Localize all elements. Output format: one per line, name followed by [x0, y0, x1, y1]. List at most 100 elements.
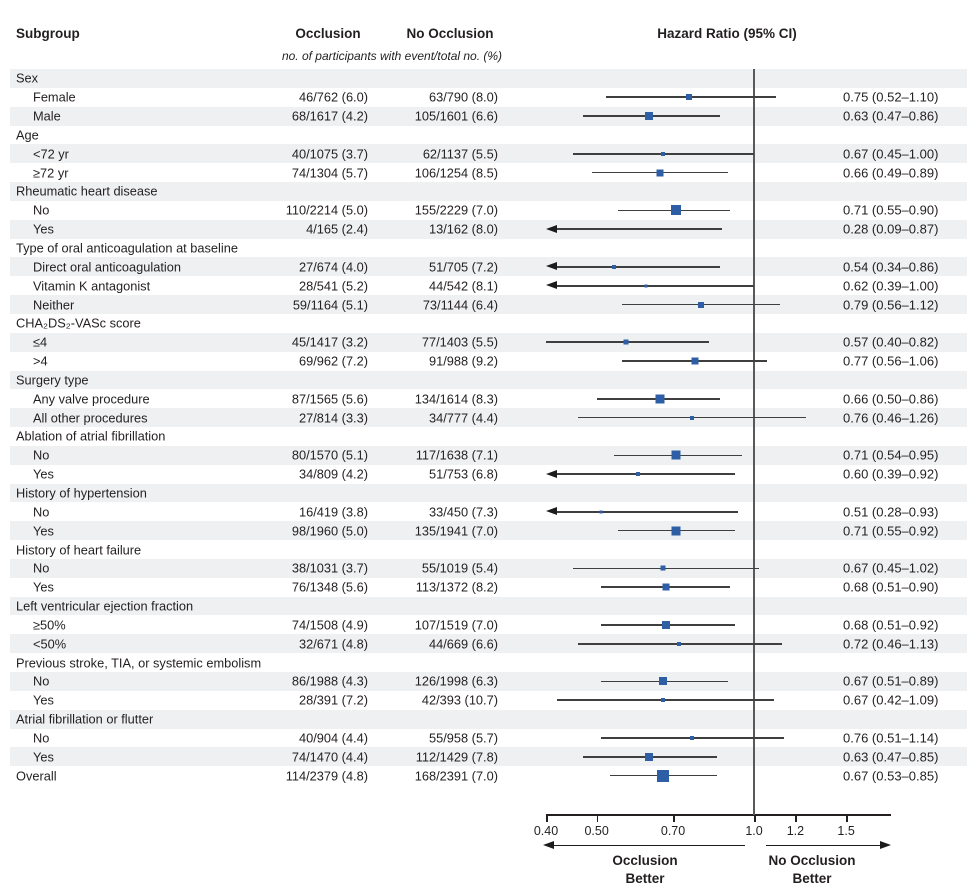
ci-plot	[546, 559, 890, 578]
occlusion-value: 46/762 (6.0)	[298, 89, 368, 105]
table-row: No 80/1570 (5.1) 117/1638 (7.1) 0.71 (0.…	[0, 445, 977, 465]
table-row: Atrial fibrillation or flutter	[0, 709, 977, 729]
axis-tick	[795, 814, 797, 822]
subgroup-label: History of heart failure	[16, 542, 142, 558]
occlusion-value: 27/814 (3.3)	[298, 410, 368, 426]
row-stripe	[10, 69, 967, 88]
no-occlusion-value: 44/542 (8.1)	[428, 278, 498, 294]
ci-plot	[546, 747, 890, 766]
row-stripe	[10, 672, 967, 691]
table-row: CHA₂DS₂-VASc score	[0, 314, 977, 333]
hazard-ratio-marker	[691, 357, 699, 365]
no-occlusion-value: 106/1254 (8.5)	[414, 165, 498, 181]
table-row: Yes 28/391 (7.2) 42/393 (10.7) 0.67 (0.4…	[0, 691, 977, 710]
axis-tick	[754, 814, 756, 822]
ci-plot	[546, 389, 890, 408]
ci-plot	[546, 220, 890, 239]
axis-tick-label: 1.5	[837, 824, 855, 838]
no-occlusion-value: 13/162 (8.0)	[428, 221, 498, 237]
no-occlusion-value: 113/1372 (8.2)	[415, 579, 498, 595]
subgroup-label: Atrial fibrillation or flutter	[16, 711, 154, 727]
row-stripe	[10, 332, 967, 352]
occlusion-value: 59/1164 (5.1)	[292, 297, 368, 313]
hazard-ratio-value: 0.28 (0.09–0.87)	[843, 221, 939, 237]
subgroup-label: Type of oral anticoagulation at baseline	[16, 240, 238, 256]
hazard-ratio-marker	[671, 526, 681, 536]
ci-plot	[546, 766, 890, 785]
column-header-hazard-ratio: Hazard Ratio (95% CI)	[657, 26, 797, 41]
column-subheader-participants: no. of participants with event/total no.…	[281, 49, 503, 63]
hazard-ratio-value: 0.63 (0.47–0.86)	[843, 108, 939, 124]
ci-plot	[546, 653, 890, 672]
no-occlusion-value: 91/988 (9.2)	[428, 353, 498, 369]
table-row: Age	[0, 126, 977, 145]
no-occlusion-value: 51/705 (7.2)	[428, 259, 498, 275]
ci-truncation-arrow-icon	[546, 281, 557, 290]
ci-truncation-arrow-icon	[546, 507, 557, 516]
occlusion-value: 45/1417 (3.2)	[291, 334, 368, 350]
subgroup-label: Left ventricular ejection fraction	[16, 598, 194, 614]
ci-truncation-arrow-icon	[546, 469, 557, 478]
axis-tick	[596, 814, 599, 822]
hazard-ratio-marker	[636, 472, 641, 477]
no-occlusion-value: 77/1403 (5.5)	[421, 334, 498, 350]
table-row: Any valve procedure 87/1565 (5.6) 134/16…	[0, 389, 977, 408]
no-occlusion-value: 73/1144 (6.4)	[422, 297, 498, 313]
subgroup-label: Yes	[33, 749, 54, 765]
table-row: Neither 59/1164 (5.1) 73/1144 (6.4) 0.79…	[0, 295, 977, 314]
no-occlusion-value: 105/1601 (6.6)	[414, 108, 498, 124]
hazard-ratio-marker	[656, 169, 664, 177]
ci-plot	[546, 578, 890, 597]
row-stripe	[10, 521, 967, 541]
table-row: Male 68/1617 (4.2) 105/1601 (6.6) 0.63 (…	[0, 106, 977, 126]
hazard-ratio-value: 0.67 (0.53–0.85)	[843, 768, 939, 784]
hazard-ratio-value: 0.77 (0.56–1.06)	[843, 353, 939, 369]
subgroup-label: Rheumatic heart disease	[16, 183, 158, 199]
occlusion-value: 38/1031 (3.7)	[291, 560, 368, 576]
occlusion-value: 28/541 (5.2)	[298, 278, 368, 294]
subgroup-label: CHA₂DS₂-VASc score	[16, 315, 141, 331]
ci-plot	[546, 540, 890, 559]
axis-tick-label: 0.50	[584, 824, 609, 838]
hazard-ratio-marker	[671, 450, 681, 460]
no-occlusion-value: 55/1019 (5.4)	[421, 560, 498, 576]
hazard-ratio-value: 0.60 (0.39–0.92)	[843, 466, 939, 482]
subgroup-label: ≤4	[33, 334, 48, 350]
hazard-ratio-value: 0.72 (0.46–1.13)	[843, 636, 939, 652]
hazard-ratio-value: 0.66 (0.50–0.86)	[843, 391, 939, 407]
ci-truncation-arrow-icon	[546, 224, 557, 233]
table-row: No 40/904 (4.4) 55/958 (5.7) 0.76 (0.51–…	[0, 729, 977, 748]
hazard-ratio-marker	[685, 94, 692, 101]
subgroup-label: <72 yr	[33, 146, 69, 162]
ci-plot	[546, 295, 890, 314]
occlusion-value: 98/1960 (5.0)	[291, 523, 368, 539]
axis-tick-label: 1.0	[745, 824, 763, 838]
hazard-ratio-marker	[689, 415, 694, 420]
table-row: Type of oral anticoagulation at baseline	[0, 239, 977, 258]
no-occlusion-value: 135/1941 (7.0)	[414, 523, 498, 539]
no-occlusion-value: 51/753 (6.8)	[428, 466, 498, 482]
row-stripe	[10, 408, 967, 428]
no-occlusion-value: 42/393 (10.7)	[421, 692, 498, 708]
ci-line	[572, 567, 759, 570]
ci-plot	[546, 69, 890, 88]
hazard-ratio-value: 0.75 (0.52–1.10)	[843, 89, 939, 105]
no-occlusion-value: 34/777 (4.4)	[428, 410, 498, 426]
table-row: <72 yr 40/1075 (3.7) 62/1137 (5.5) 0.67 …	[0, 144, 977, 164]
occlusion-value: 86/1988 (4.3)	[291, 673, 368, 689]
row-stripe	[10, 634, 967, 654]
axis-tick	[673, 814, 675, 822]
table-row: No 110/2214 (5.0) 155/2229 (7.0) 0.71 (0…	[0, 201, 977, 220]
row-stripe	[10, 106, 967, 126]
row-stripe	[10, 596, 967, 616]
ci-plot	[546, 484, 890, 503]
occlusion-value: 32/671 (4.8)	[298, 636, 368, 652]
occlusion-value: 69/962 (7.2)	[298, 353, 368, 369]
column-header-no-occlusion: No Occlusion	[406, 26, 494, 41]
no-occlusion-value: 63/790 (8.0)	[428, 89, 498, 105]
table-row: No 38/1031 (3.7) 55/1019 (5.4) 0.67 (0.4…	[0, 558, 977, 578]
row-stripe	[10, 182, 967, 201]
ci-line	[557, 699, 774, 702]
subgroup-label: All other procedures	[33, 410, 148, 426]
